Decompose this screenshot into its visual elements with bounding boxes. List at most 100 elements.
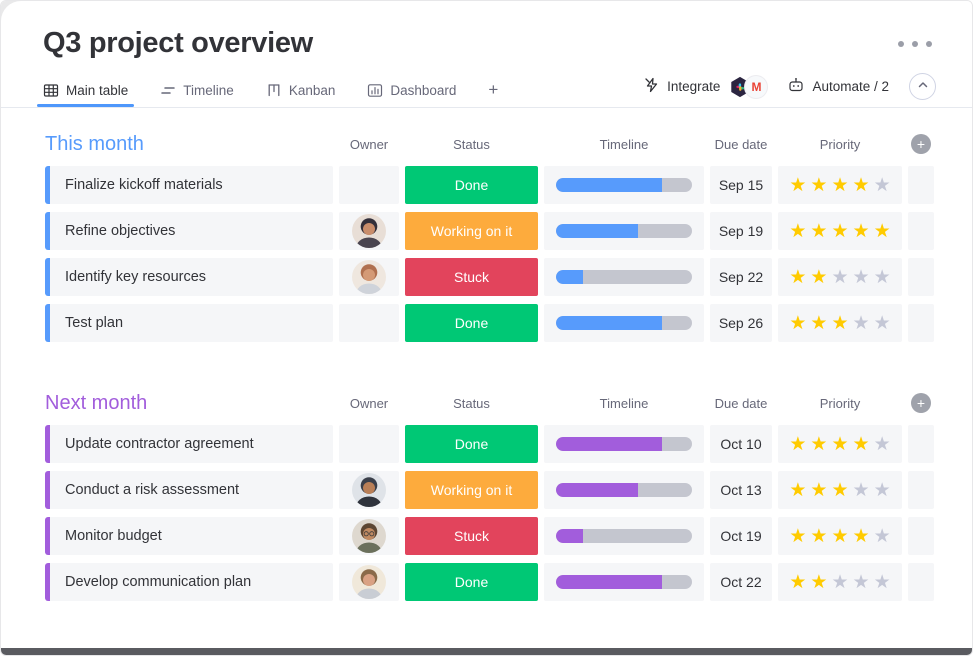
column-header-status[interactable]: Status bbox=[453, 395, 490, 411]
star-filled-icon[interactable]: ★ bbox=[789, 266, 807, 288]
integrate-button[interactable]: Integrate M bbox=[644, 75, 768, 98]
star-empty-icon[interactable]: ★ bbox=[873, 479, 891, 501]
star-filled-icon[interactable]: ★ bbox=[831, 174, 849, 196]
collapse-header-button[interactable] bbox=[909, 73, 936, 100]
due-date-cell[interactable]: Sep 19 bbox=[710, 212, 772, 250]
status-cell[interactable]: Working on it bbox=[405, 212, 538, 250]
star-filled-icon[interactable]: ★ bbox=[810, 433, 828, 455]
group-title[interactable]: This month bbox=[45, 132, 144, 155]
due-date-cell[interactable]: Sep 26 bbox=[710, 304, 772, 342]
priority-cell[interactable]: ★ ★ ★ ★ ★ bbox=[778, 212, 902, 250]
star-filled-icon[interactable]: ★ bbox=[831, 433, 849, 455]
priority-cell[interactable]: ★ ★ ★ ★ ★ bbox=[778, 517, 902, 555]
star-filled-icon[interactable]: ★ bbox=[810, 266, 828, 288]
task-name-cell[interactable]: Finalize kickoff materials bbox=[45, 166, 333, 204]
automate-button[interactable]: Automate / 2 bbox=[787, 77, 889, 96]
column-header-priority[interactable]: Priority bbox=[819, 395, 861, 411]
star-filled-icon[interactable]: ★ bbox=[831, 525, 849, 547]
tab-main-table[interactable]: Main table bbox=[36, 83, 135, 107]
column-header-status[interactable]: Status bbox=[453, 136, 490, 152]
tab-timeline[interactable]: Timeline bbox=[156, 83, 238, 107]
star-filled-icon[interactable]: ★ bbox=[789, 571, 807, 593]
star-empty-icon[interactable]: ★ bbox=[873, 433, 891, 455]
owner-cell[interactable] bbox=[339, 212, 399, 250]
star-empty-icon[interactable]: ★ bbox=[873, 571, 891, 593]
status-cell[interactable]: Done bbox=[405, 166, 538, 204]
star-filled-icon[interactable]: ★ bbox=[789, 525, 807, 547]
add-view-button[interactable]: + bbox=[488, 80, 499, 99]
column-header-timeline[interactable]: Timeline bbox=[599, 136, 649, 152]
task-name-cell[interactable]: Update contractor agreement bbox=[45, 425, 333, 463]
star-filled-icon[interactable]: ★ bbox=[789, 479, 807, 501]
owner-cell[interactable] bbox=[339, 563, 399, 601]
star-filled-icon[interactable]: ★ bbox=[852, 433, 870, 455]
column-header-owner[interactable]: Owner bbox=[349, 136, 389, 152]
task-name-cell[interactable]: Identify key resources bbox=[45, 258, 333, 296]
group-title[interactable]: Next month bbox=[45, 391, 148, 414]
column-header-timeline[interactable]: Timeline bbox=[599, 395, 649, 411]
tab-kanban[interactable]: Kanban bbox=[262, 83, 340, 107]
star-empty-icon[interactable]: ★ bbox=[852, 571, 870, 593]
status-cell[interactable]: Working on it bbox=[405, 471, 538, 509]
task-name-cell[interactable]: Develop communication plan bbox=[45, 563, 333, 601]
star-empty-icon[interactable]: ★ bbox=[873, 525, 891, 547]
add-column-button[interactable]: + bbox=[911, 134, 931, 154]
timeline-cell[interactable] bbox=[544, 166, 704, 204]
owner-cell[interactable] bbox=[339, 304, 399, 342]
priority-cell[interactable]: ★ ★ ★ ★ ★ bbox=[778, 166, 902, 204]
star-empty-icon[interactable]: ★ bbox=[873, 266, 891, 288]
column-header-due-date[interactable]: Due date bbox=[714, 395, 768, 411]
owner-cell[interactable] bbox=[339, 425, 399, 463]
due-date-cell[interactable]: Sep 22 bbox=[710, 258, 772, 296]
due-date-cell[interactable]: Oct 13 bbox=[710, 471, 772, 509]
star-filled-icon[interactable]: ★ bbox=[789, 220, 807, 242]
priority-cell[interactable]: ★ ★ ★ ★ ★ bbox=[778, 471, 902, 509]
star-empty-icon[interactable]: ★ bbox=[831, 266, 849, 288]
status-cell[interactable]: Done bbox=[405, 425, 538, 463]
star-filled-icon[interactable]: ★ bbox=[810, 220, 828, 242]
star-empty-icon[interactable]: ★ bbox=[831, 571, 849, 593]
star-filled-icon[interactable]: ★ bbox=[789, 174, 807, 196]
due-date-cell[interactable]: Oct 22 bbox=[710, 563, 772, 601]
task-name-cell[interactable]: Conduct a risk assessment bbox=[45, 471, 333, 509]
priority-cell[interactable]: ★ ★ ★ ★ ★ bbox=[778, 304, 902, 342]
star-filled-icon[interactable]: ★ bbox=[852, 220, 870, 242]
star-empty-icon[interactable]: ★ bbox=[873, 312, 891, 334]
star-filled-icon[interactable]: ★ bbox=[831, 220, 849, 242]
owner-cell[interactable] bbox=[339, 166, 399, 204]
column-header-due-date[interactable]: Due date bbox=[714, 136, 768, 152]
timeline-cell[interactable] bbox=[544, 517, 704, 555]
owner-cell[interactable] bbox=[339, 258, 399, 296]
star-filled-icon[interactable]: ★ bbox=[852, 174, 870, 196]
timeline-cell[interactable] bbox=[544, 258, 704, 296]
star-filled-icon[interactable]: ★ bbox=[810, 525, 828, 547]
star-filled-icon[interactable]: ★ bbox=[789, 312, 807, 334]
star-filled-icon[interactable]: ★ bbox=[810, 174, 828, 196]
owner-cell[interactable] bbox=[339, 471, 399, 509]
star-filled-icon[interactable]: ★ bbox=[810, 571, 828, 593]
timeline-cell[interactable] bbox=[544, 563, 704, 601]
star-filled-icon[interactable]: ★ bbox=[873, 220, 891, 242]
priority-cell[interactable]: ★ ★ ★ ★ ★ bbox=[778, 563, 902, 601]
star-filled-icon[interactable]: ★ bbox=[789, 433, 807, 455]
add-column-button[interactable]: + bbox=[911, 393, 931, 413]
task-name-cell[interactable]: Refine objectives bbox=[45, 212, 333, 250]
timeline-cell[interactable] bbox=[544, 304, 704, 342]
timeline-cell[interactable] bbox=[544, 212, 704, 250]
due-date-cell[interactable]: Oct 10 bbox=[710, 425, 772, 463]
due-date-cell[interactable]: Sep 15 bbox=[710, 166, 772, 204]
star-empty-icon[interactable]: ★ bbox=[873, 174, 891, 196]
status-cell[interactable]: Stuck bbox=[405, 258, 538, 296]
timeline-cell[interactable] bbox=[544, 471, 704, 509]
star-filled-icon[interactable]: ★ bbox=[831, 479, 849, 501]
star-filled-icon[interactable]: ★ bbox=[810, 312, 828, 334]
star-empty-icon[interactable]: ★ bbox=[852, 312, 870, 334]
status-cell[interactable]: Done bbox=[405, 563, 538, 601]
task-name-cell[interactable]: Test plan bbox=[45, 304, 333, 342]
due-date-cell[interactable]: Oct 19 bbox=[710, 517, 772, 555]
owner-cell[interactable] bbox=[339, 517, 399, 555]
star-filled-icon[interactable]: ★ bbox=[810, 479, 828, 501]
priority-cell[interactable]: ★ ★ ★ ★ ★ bbox=[778, 258, 902, 296]
status-cell[interactable]: Done bbox=[405, 304, 538, 342]
more-options-button[interactable] bbox=[898, 41, 932, 47]
